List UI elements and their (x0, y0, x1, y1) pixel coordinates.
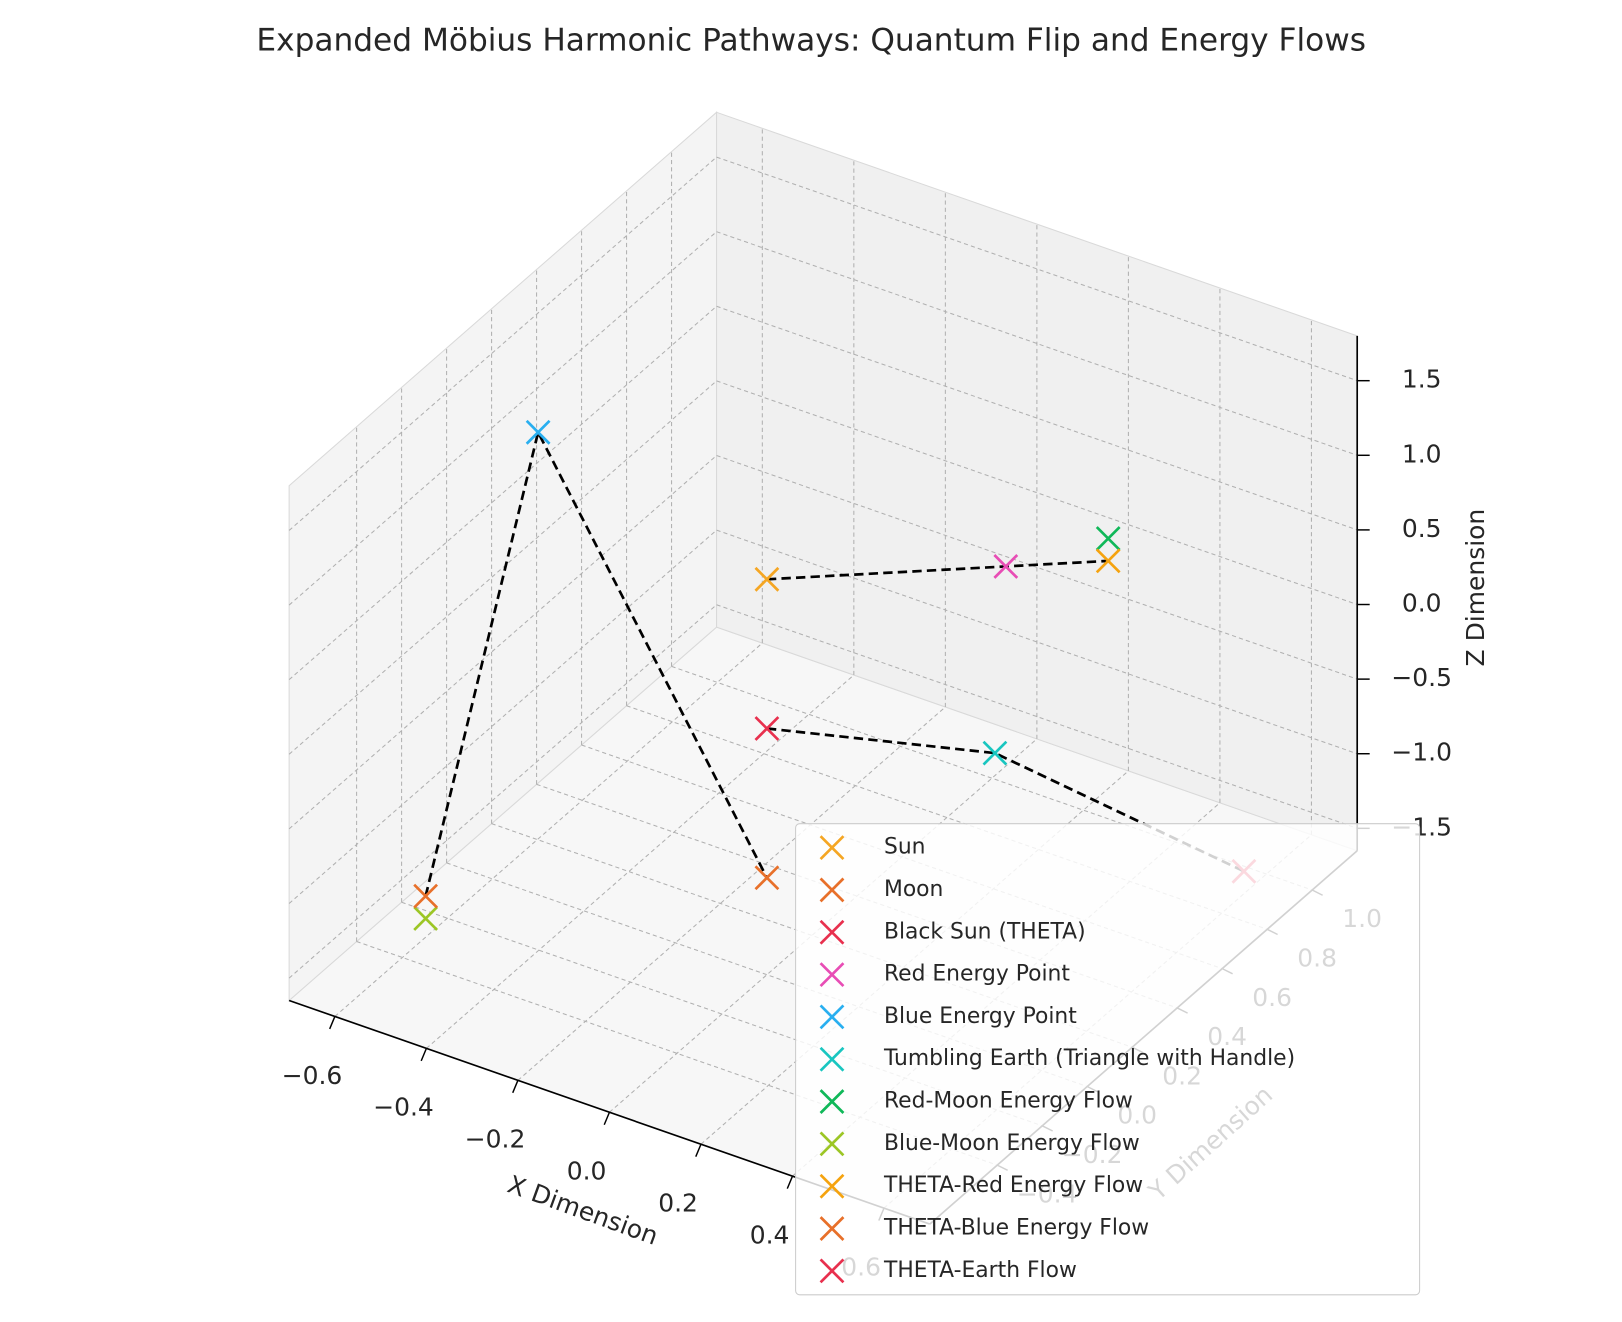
grid-line (671, 665, 1313, 891)
grid-line (491, 823, 1133, 1048)
legend-label: Red Energy Point (884, 962, 1070, 987)
legend-marker (819, 877, 845, 903)
grid-line (716, 529, 1358, 755)
legend-label: THETA-Blue Energy Flow (883, 1216, 1149, 1241)
legend-label: Tumbling Earth (Triangle with Handle) (883, 1046, 1295, 1071)
grid-line (716, 305, 1358, 531)
point (525, 419, 551, 445)
z-tick-label: 0.0 (1402, 589, 1442, 618)
point (754, 865, 780, 891)
point (413, 883, 439, 909)
legend-marker (819, 1004, 845, 1030)
grid-line (356, 941, 998, 1166)
x-tick-label: −0.6 (282, 1061, 343, 1090)
legend-marker (819, 1216, 845, 1241)
point (413, 906, 439, 931)
x-tick (420, 1048, 428, 1062)
legend-label: Blue Energy Point (884, 1004, 1077, 1029)
point (982, 740, 1008, 766)
plot: Expanded Möbius Harmonic Pathways: Quant… (256, 23, 1490, 1296)
legend-marker (819, 1173, 845, 1199)
grid-line (716, 380, 1358, 606)
x-tick (329, 1016, 336, 1030)
z-tick-label: −1.0 (1391, 738, 1452, 767)
x-tick-label: −0.2 (465, 1125, 526, 1154)
grid-line (716, 455, 1358, 680)
grid-line (626, 705, 1268, 930)
grid-line (581, 744, 1223, 970)
grid-line (716, 604, 1358, 829)
legend-marker (819, 962, 845, 987)
legend-marker (819, 1131, 845, 1157)
legend-label: Moon (884, 877, 943, 902)
x-tick-label: 0.4 (750, 1220, 790, 1249)
grid-line (716, 156, 1358, 382)
point (1095, 526, 1121, 551)
z-tick-label: 0.5 (1402, 514, 1442, 543)
point (754, 716, 780, 741)
legend-marker (819, 919, 845, 945)
point (754, 566, 780, 592)
x-tick-label: 0.2 (658, 1189, 698, 1218)
grid-line (401, 901, 1043, 1127)
legend-label: THETA-Red Energy Flow (883, 1173, 1143, 1198)
z-axis-label: Z Dimension (1461, 509, 1490, 667)
point (993, 554, 1019, 579)
legend-label: Sun (884, 835, 926, 860)
legend-label: THETA-Earth Flow (883, 1258, 1077, 1283)
x-tick-label: −0.4 (373, 1093, 434, 1122)
legend-marker (819, 1046, 845, 1072)
legend: Sun Moon Black Sun (THETA) Red Energy Point… (795, 823, 1421, 1296)
legend-label: Red-Moon Energy Flow (884, 1089, 1133, 1114)
chart-title: Expanded Möbius Harmonic Pathways: Quant… (256, 23, 1366, 59)
grid-line (536, 783, 1178, 1009)
legend-label: Black Sun (THETA) (884, 919, 1086, 944)
legend-label: Blue-Moon Energy Flow (884, 1131, 1140, 1156)
z-tick-label: −0.5 (1391, 663, 1452, 692)
x-tick (786, 1175, 794, 1189)
legend-marker (819, 1258, 845, 1284)
legend-marker (819, 1089, 845, 1114)
grid-line (716, 231, 1358, 456)
point (1095, 548, 1121, 574)
legend-marker (819, 835, 845, 860)
z-tick-label: 1.5 (1402, 365, 1442, 394)
z-tick-label: 1.0 (1402, 439, 1442, 468)
x-tick (603, 1111, 611, 1126)
x-tick-label: 0.0 (567, 1157, 607, 1186)
x-tick (695, 1143, 702, 1157)
x-tick (512, 1080, 519, 1094)
legend-box (795, 823, 1421, 1296)
grid-line (446, 862, 1088, 1088)
